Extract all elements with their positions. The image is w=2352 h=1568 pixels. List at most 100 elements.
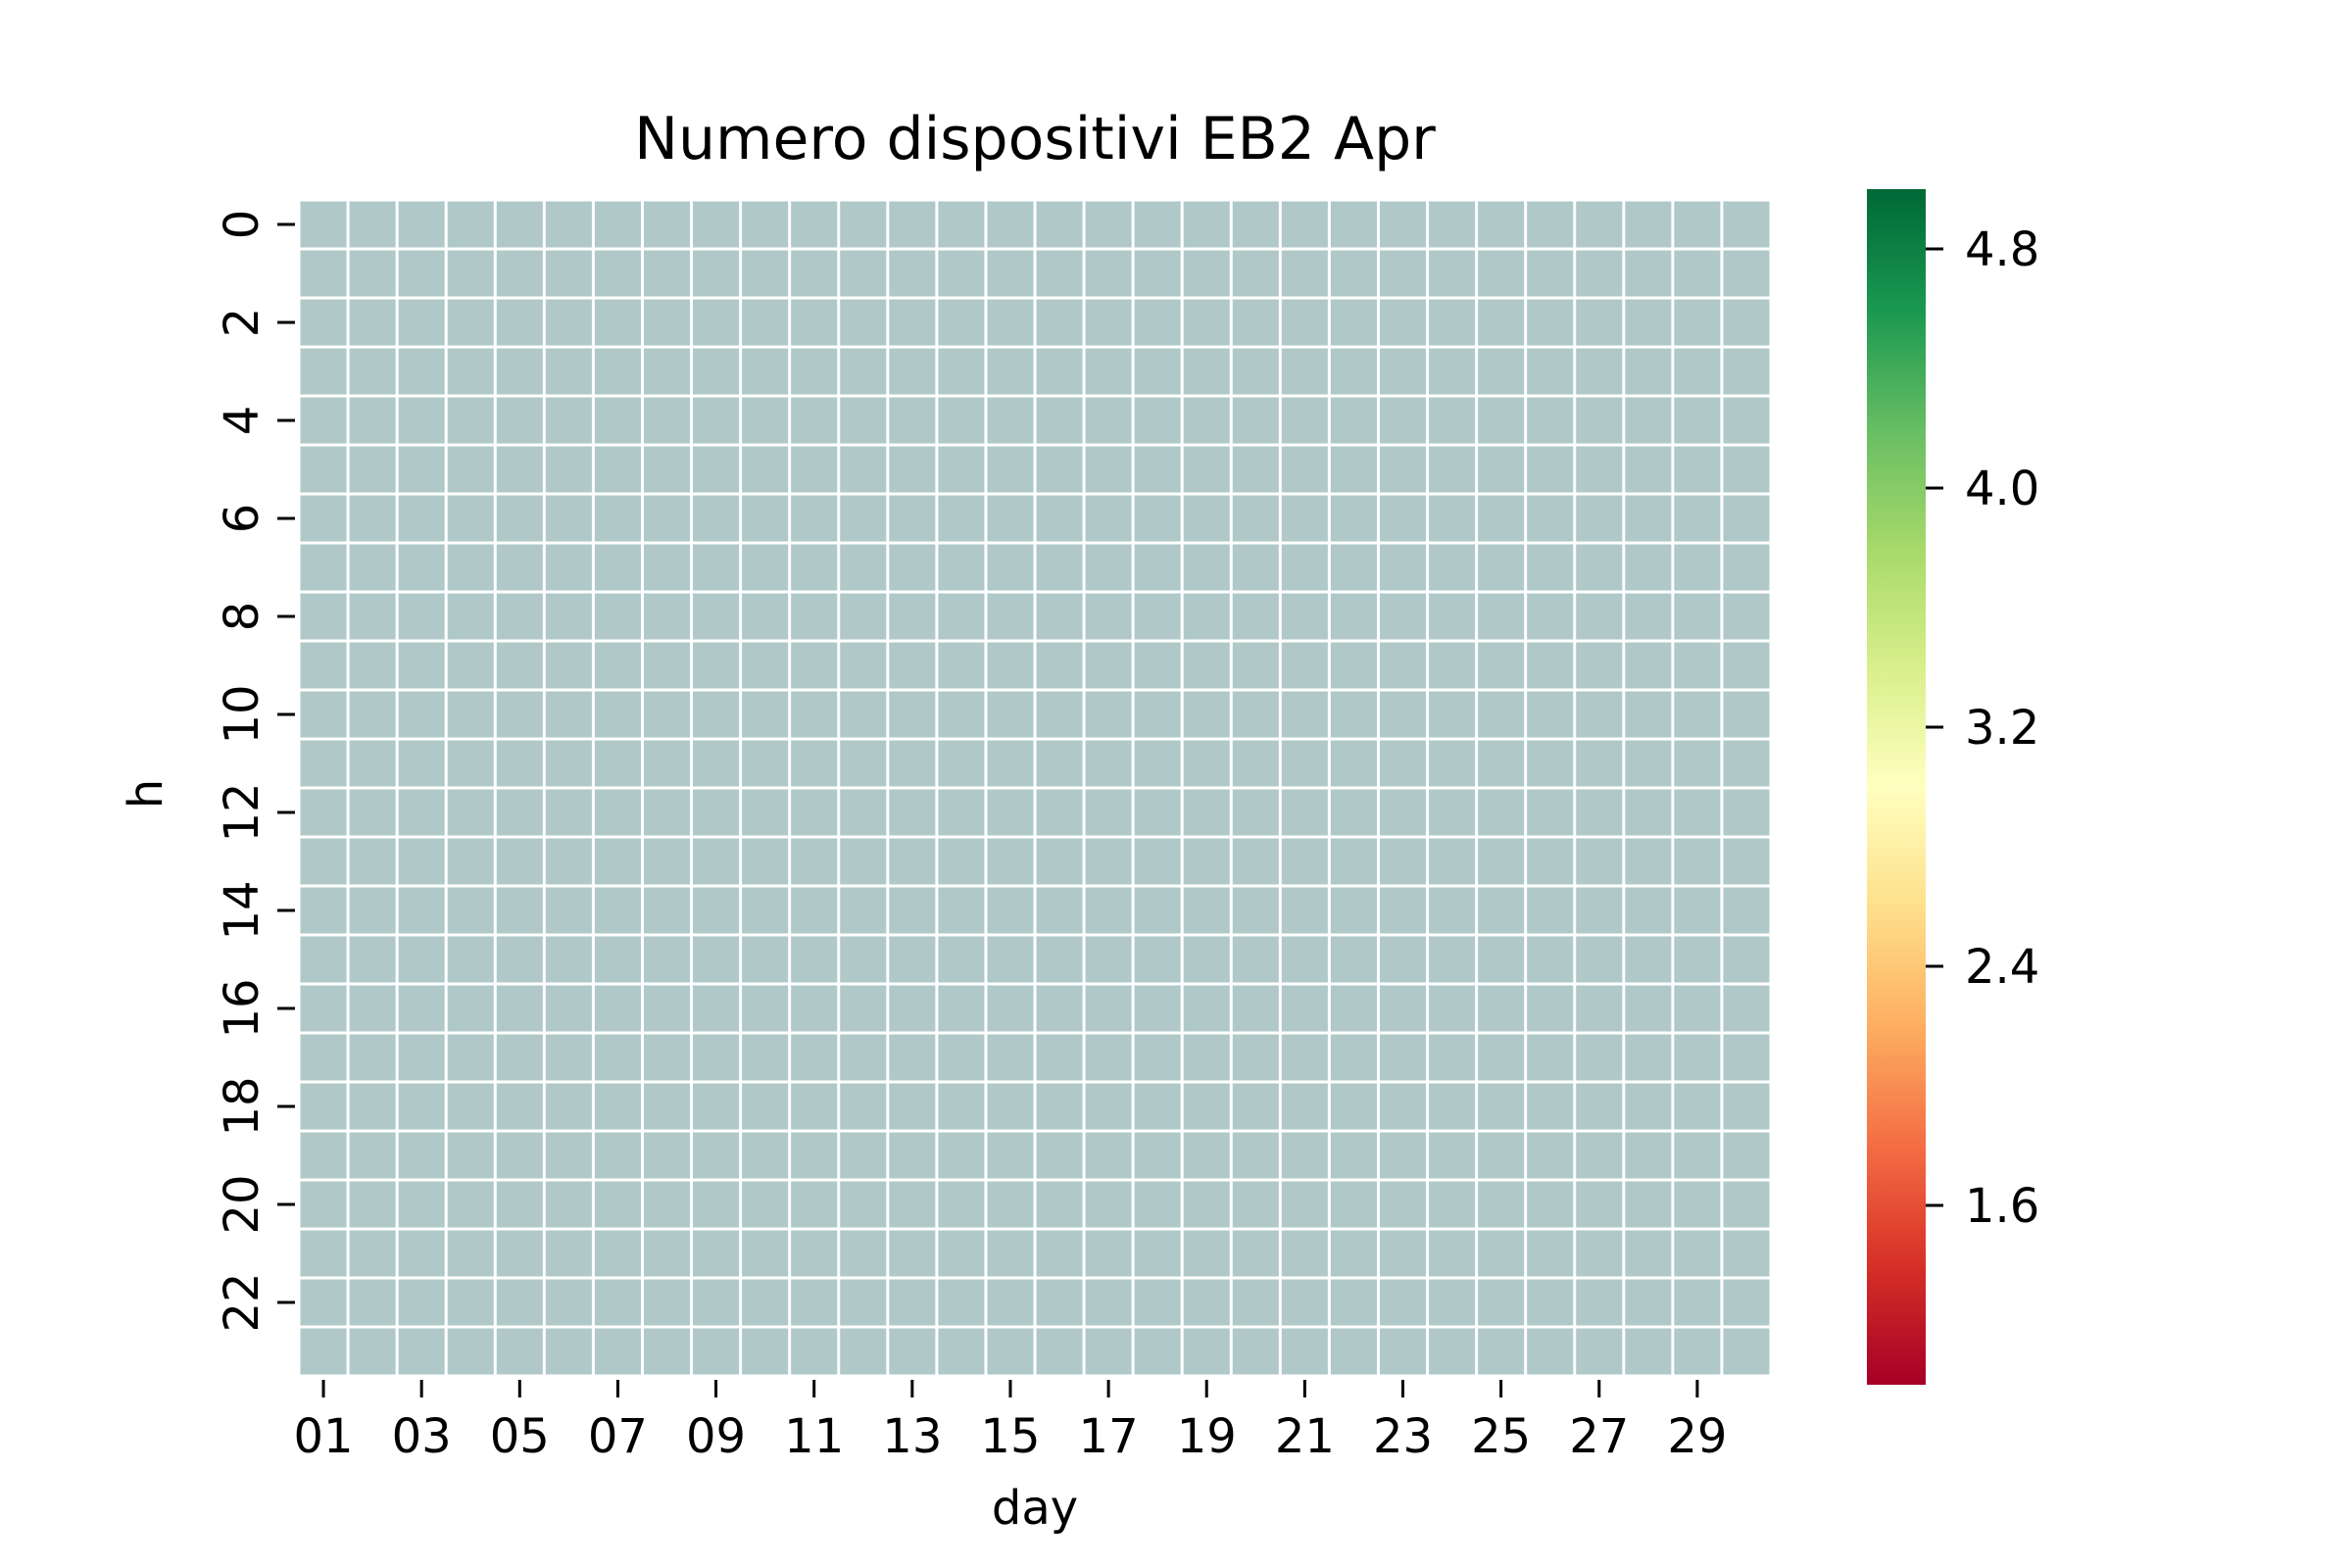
heatmap-cell (742, 1230, 789, 1277)
heatmap-cell (447, 985, 494, 1032)
heatmap-cell (1478, 544, 1525, 591)
heatmap-cell (1576, 1279, 1623, 1326)
heatmap-cell (1036, 642, 1083, 689)
heatmap-cell (1232, 1181, 1279, 1228)
heatmap-cell (840, 593, 887, 640)
heatmap-cell (1183, 1132, 1230, 1179)
heatmap-cell (398, 691, 445, 738)
heatmap-cell (300, 740, 347, 787)
heatmap-cell (693, 397, 740, 444)
heatmap-cell (987, 1328, 1034, 1375)
x-axis: 01 03 05 07 09 11 13 15 17 19 21 23 25 27 29 (293, 1380, 1727, 1464)
heatmap-cell (1183, 691, 1230, 738)
heatmap-cell (840, 740, 887, 787)
chart-title: Numero dispositivi EB2 Apr (634, 105, 1436, 173)
heatmap-cell (447, 250, 494, 297)
heatmap-cell (1674, 201, 1721, 248)
heatmap-cell (300, 1083, 347, 1130)
heatmap-cell (1379, 1181, 1427, 1228)
heatmap-cell (643, 1034, 691, 1081)
heatmap-cell (398, 1132, 445, 1179)
heatmap-cell (938, 250, 985, 297)
heatmap-cell (1478, 1279, 1525, 1326)
heatmap-cell (1429, 838, 1476, 885)
colorbar-tick-label: 1.6 (1965, 1179, 2039, 1234)
heatmap-cell (1429, 1034, 1476, 1081)
heatmap-cell (545, 1230, 592, 1277)
heatmap-cell (447, 936, 494, 983)
heatmap-cell (447, 789, 494, 836)
heatmap-cell (1527, 936, 1574, 983)
heatmap-cell (1281, 544, 1328, 591)
heatmap-cell (1330, 642, 1377, 689)
heatmap-cell (1674, 740, 1721, 787)
y-tick-label: 12 (215, 782, 270, 842)
colorbar-tick-label: 4.0 (1965, 462, 2039, 516)
heatmap-cell (987, 1034, 1034, 1081)
heatmap-cell (1134, 740, 1181, 787)
heatmap-cell (1134, 1279, 1181, 1326)
x-axis-label: day (992, 1481, 1078, 1536)
heatmap-cell (1036, 446, 1083, 493)
heatmap-cell (398, 1034, 445, 1081)
heatmap-cell (1134, 691, 1181, 738)
heatmap-cell (1527, 201, 1574, 248)
heatmap-cell (1478, 936, 1525, 983)
heatmap-cell (447, 838, 494, 885)
heatmap-cell (1527, 495, 1574, 542)
heatmap-cell (447, 299, 494, 346)
heatmap-cell (594, 1132, 641, 1179)
heatmap-cell (1674, 1181, 1721, 1228)
heatmap-cell (349, 593, 396, 640)
heatmap-cell (1232, 446, 1279, 493)
heatmap-cell (447, 1279, 494, 1326)
x-tick-label: 23 (1373, 1409, 1433, 1464)
heatmap-cell (1723, 985, 1770, 1032)
heatmap-cell (1674, 495, 1721, 542)
heatmap-cell (1134, 495, 1181, 542)
heatmap-cell (398, 593, 445, 640)
heatmap-cell (496, 789, 543, 836)
heatmap-cell (1134, 397, 1181, 444)
heatmap-cell (889, 789, 936, 836)
heatmap-cell (1478, 348, 1525, 395)
heatmap-cell (496, 1034, 543, 1081)
heatmap-cell (1379, 544, 1427, 591)
heatmap-cell (398, 1328, 445, 1375)
heatmap-cell (545, 985, 592, 1032)
heatmap-cell (889, 544, 936, 591)
heatmap-cell (840, 887, 887, 934)
heatmap-cell (1281, 299, 1328, 346)
heatmap-cell (840, 1230, 887, 1277)
heatmap-cell (1429, 985, 1476, 1032)
heatmap-cell (987, 789, 1034, 836)
heatmap-cell (545, 593, 592, 640)
heatmap-cell (398, 789, 445, 836)
heatmap-cell (594, 985, 641, 1032)
heatmap-cell (1281, 1132, 1328, 1179)
heatmap-cell (840, 691, 887, 738)
heatmap-cell (1281, 1034, 1328, 1081)
heatmap-cell (1085, 299, 1132, 346)
heatmap-cell (496, 544, 543, 591)
heatmap-cell (1527, 740, 1574, 787)
heatmap-cell (1674, 1132, 1721, 1179)
heatmap-cell (1232, 544, 1279, 591)
heatmap-cell (1576, 299, 1623, 346)
heatmap-cell (1429, 887, 1476, 934)
heatmap-cell (791, 1279, 838, 1326)
heatmap-cell (594, 789, 641, 836)
heatmap-cell (1330, 1279, 1377, 1326)
heatmap-cell (300, 691, 347, 738)
heatmap-cell (1232, 1279, 1279, 1326)
heatmap-cell (1183, 1230, 1230, 1277)
heatmap-cell (1429, 1230, 1476, 1277)
heatmap-cell (1723, 691, 1770, 738)
heatmap-cell (938, 691, 985, 738)
heatmap-cell (1330, 397, 1377, 444)
heatmap-cell (643, 1279, 691, 1326)
y-tick-label: 14 (215, 880, 270, 940)
heatmap-cell (447, 544, 494, 591)
heatmap-cell (693, 789, 740, 836)
heatmap-cell (840, 397, 887, 444)
